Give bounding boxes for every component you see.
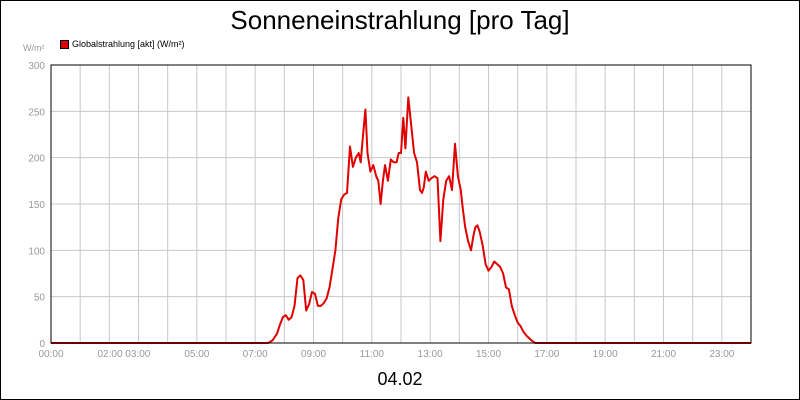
y-tick-label: 0 [39, 339, 45, 350]
y-tick-label: 50 [34, 293, 46, 304]
x-tick-label: 05:00 [184, 349, 209, 360]
y-tick-label: 200 [28, 154, 45, 165]
x-tick-label: 15:00 [476, 349, 501, 360]
legend-label: Globalstrahlung [akt] (W/m²) [72, 39, 185, 49]
x-tick-label: 11:00 [360, 349, 385, 360]
legend-swatch [60, 39, 69, 49]
plot-border [50, 64, 752, 344]
y-tick-label: 100 [28, 246, 45, 257]
x-tick-label: 13:00 [418, 349, 443, 360]
series-line-globalstrahlung [51, 96, 751, 344]
date-label: 04.02 [377, 369, 423, 389]
x-tick-label: 07:00 [243, 349, 268, 360]
x-tick-label: 02:00 03:00 [98, 349, 151, 360]
x-tick-label: 00:00 [38, 349, 63, 360]
chart-title: Sonneneinstrahlung [pro Tag] [230, 5, 570, 35]
legend: Globalstrahlung [akt] (W/m²) [60, 39, 185, 49]
y-unit-label: W/m² [23, 43, 45, 53]
y-tick-label: 150 [28, 200, 45, 211]
y-tick-label: 300 [28, 61, 45, 72]
x-tick-label: 21:00 [651, 349, 676, 360]
x-tick-label: 19:00 [593, 349, 618, 360]
x-tick-label: 23:00 [709, 349, 734, 360]
axis-ticks: 0 50 100 150 200 250 300 00:00 02:00 03:00 05:00 0… [28, 61, 734, 360]
grid [50, 64, 752, 344]
y-tick-label: 250 [28, 107, 45, 118]
x-tick-label: 17:00 [534, 349, 559, 360]
x-tick-label: 09:00 [301, 349, 326, 360]
